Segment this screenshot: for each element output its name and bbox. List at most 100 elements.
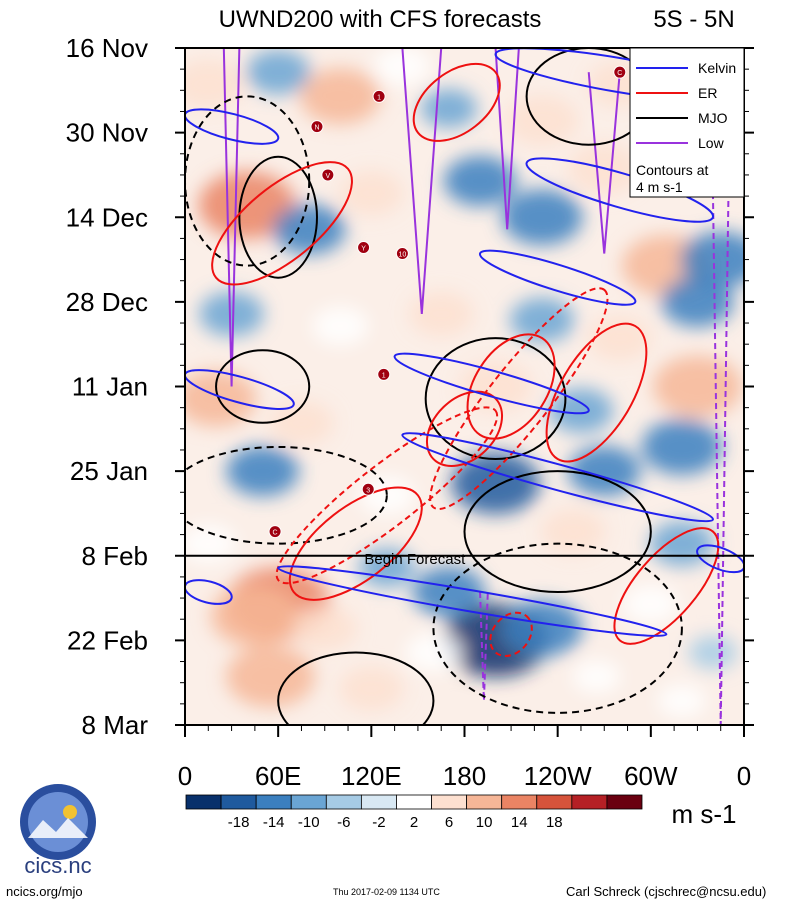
colorbar-swatch-3	[290, 794, 327, 810]
legend-note-line2: 4 m s-1	[636, 179, 683, 195]
anomaly-blob-18	[408, 291, 474, 337]
anomaly-blob-44	[225, 645, 315, 708]
er-contour-5	[429, 287, 609, 510]
kelvin-contour-8	[277, 565, 668, 637]
anomaly-blob-20	[587, 315, 653, 361]
footer-timestamp: Thu 2017-02-09 1134 UTC	[333, 887, 440, 897]
er-contour-6	[275, 406, 499, 585]
anomaly-blob-27	[226, 445, 299, 497]
er-contour-7	[288, 486, 423, 601]
kelvin-contour-5	[393, 352, 590, 415]
y-axis: 16 Nov 30 Nov 14 Dec 28 Dec 11 Jan 25 Jan 8 Fe…	[66, 33, 754, 740]
anomaly-blob-31	[641, 418, 723, 475]
y-tick-label-1: 30 Nov	[66, 118, 148, 148]
x-tick-label-6: 0	[737, 761, 751, 791]
anomaly-blob-1	[245, 49, 311, 95]
anomaly-blob-32	[185, 524, 237, 564]
cyclone-icon	[395, 247, 409, 261]
y-tick-label-5: 25 Jan	[70, 456, 148, 486]
anomaly-blob-40	[501, 600, 583, 657]
cyclone-marker-2: V	[321, 168, 335, 182]
x-tick-label-3: 180	[443, 761, 486, 791]
kelvin-contour-3	[478, 249, 637, 306]
cyclone-icon	[372, 89, 386, 103]
cyclone-marker-5: 1	[377, 367, 391, 381]
colorbar: -18 -14 -10 -6 -2 2 6 10 14 18	[185, 794, 643, 831]
low-contour-3	[587, 72, 621, 254]
cyclone-icon	[613, 65, 627, 79]
cyclone-icon	[268, 525, 282, 539]
colorbar-label-8: 14	[511, 814, 528, 831]
anomaly-blob-0	[185, 59, 245, 110]
legend-label-3: Low	[698, 135, 725, 151]
cyclone-marker-8: C	[613, 65, 627, 79]
anomaly-blob-19	[509, 297, 575, 343]
cyclone-marker-7: C	[268, 525, 282, 539]
cyclone-icon	[310, 120, 324, 134]
y-tick-label-7: 22 Feb	[67, 625, 148, 655]
colorbar-label-9: 18	[546, 814, 563, 831]
cyclone-label: Y	[361, 245, 366, 252]
x-tick-label-2: 120E	[341, 761, 402, 791]
anomaly-blob-3	[374, 48, 431, 86]
anomaly-blob-22	[185, 370, 257, 427]
cyclone-label: 1	[382, 372, 386, 379]
anomaly-blob-23	[269, 400, 334, 446]
kelvin-contour-9	[696, 544, 744, 574]
cyclone-label: 3	[366, 487, 370, 494]
y-tick-label-0: 16 Nov	[66, 33, 148, 63]
cyclone-marker-3: Y	[357, 240, 371, 254]
colorbar-swatch-6	[396, 794, 432, 810]
cyclone-label: C	[617, 70, 622, 77]
anomaly-blob-41	[412, 566, 486, 618]
x-tick-label-1: 60E	[255, 761, 301, 791]
low-contours	[222, 48, 730, 725]
mjo-contour-5	[185, 445, 388, 545]
anomaly-blob-4	[420, 88, 478, 129]
mjo-contour-2	[238, 155, 318, 279]
anomaly-blob-30	[567, 445, 641, 497]
x-axis: 0 60E 120E 180 120W 60W 0	[178, 725, 751, 791]
anomaly-blob-47	[572, 659, 621, 694]
cyclone-marker-1: N	[310, 120, 324, 134]
anomaly-blob-5	[505, 95, 579, 146]
chart-region: 5S - 5N	[653, 6, 734, 33]
mjo-contour-3	[424, 337, 567, 461]
colorbar-swatch-2	[255, 794, 292, 810]
colorbar-swatch-10	[536, 794, 573, 810]
colorbar-label-3: -6	[337, 814, 350, 831]
mjo-contour-6	[463, 470, 652, 594]
er-contour-0	[412, 62, 501, 142]
x-tick-label-4: 120W	[524, 761, 592, 791]
colorbar-label-7: 10	[476, 814, 493, 831]
cyclone-markers: 1 N V Y 10 1 3 C C	[268, 65, 627, 539]
cyclone-label: 10	[398, 252, 406, 259]
anomaly-blob-21	[661, 276, 734, 328]
cyclone-label: V	[326, 173, 331, 180]
low-contour-1	[401, 48, 443, 315]
legend-label-2: MJO	[698, 110, 728, 126]
anomaly-blob-42	[622, 584, 680, 624]
colorbar-swatch-8	[466, 794, 503, 810]
anomaly-blob-10	[339, 170, 404, 216]
kelvin-contours	[185, 48, 744, 637]
colorbar-label-4: -2	[372, 814, 385, 831]
forecast-label: Begin Forecast	[364, 551, 466, 568]
cics-logo: cics.nc	[8, 780, 108, 878]
mjo-contours	[185, 48, 683, 725]
anomaly-blob-29	[451, 452, 540, 514]
mjo-contour-8	[277, 651, 435, 725]
colorbar-swatch-0	[185, 794, 222, 810]
colorbar-label-6: 6	[445, 814, 453, 831]
mjo-contour-7	[432, 542, 683, 714]
logo-text: cics.nc	[24, 853, 91, 875]
anomaly-blob-46	[405, 632, 462, 673]
mjo-contour-4	[215, 349, 311, 424]
low-contour-2	[494, 48, 520, 230]
y-tick-label-4: 11 Jan	[72, 372, 148, 402]
er-contour-1	[211, 161, 353, 286]
legend-label-0: Kelvin	[698, 60, 736, 76]
cyclone-label: C	[273, 530, 278, 537]
legend-box	[629, 47, 745, 198]
